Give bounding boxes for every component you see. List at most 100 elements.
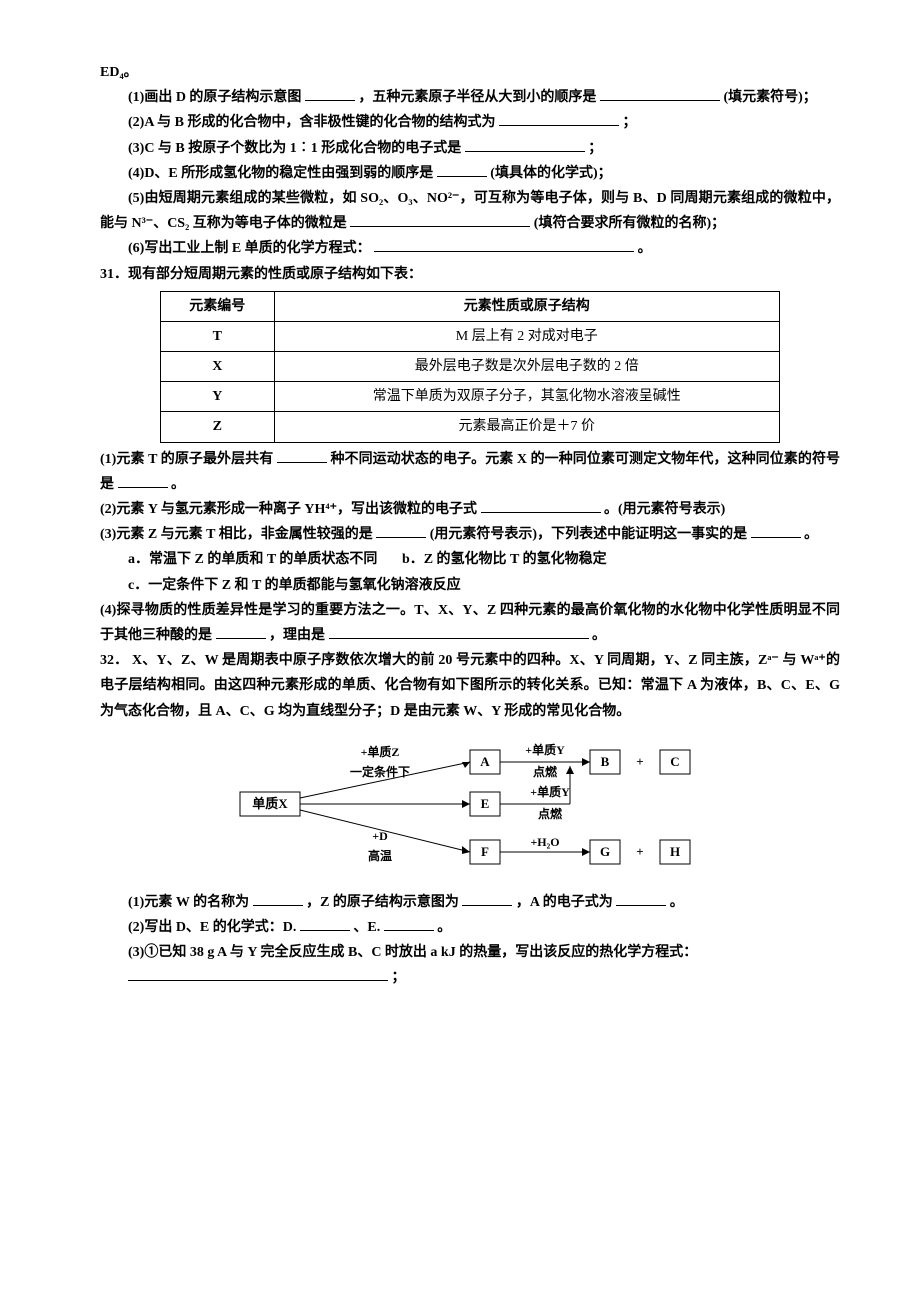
- text: 。: [804, 527, 818, 542]
- td: 元素最高正价是＋7 价: [274, 412, 779, 442]
- blank: [277, 448, 327, 463]
- q31-sub4: (4)探寻物质的性质差异性是学习的重要方法之一。T、X、Y、Z 四种元素的最高价…: [100, 598, 840, 648]
- text: (1)画出 D 的原子结构示意图: [128, 90, 301, 105]
- text: (填具体的化学式)；: [490, 166, 611, 181]
- blank: [462, 891, 512, 906]
- blank: [305, 86, 355, 101]
- edge-label: 一定条件下: [350, 764, 410, 779]
- table-row: 元素编号 元素性质或原子结构: [161, 291, 780, 321]
- blank: [481, 498, 601, 513]
- text: (4)D、E 所形成氢化物的稳定性由强到弱的顺序是: [128, 166, 433, 181]
- blank: [600, 86, 720, 101]
- td: M 层上有 2 对成对电子: [274, 321, 779, 351]
- q30-sub5: (5)由短周期元素组成的某些微粒，如 SO₂、O₃、NO²⁻，可互称为等电子体，…: [100, 186, 840, 236]
- table-row: Y 常温下单质为双原子分子，其氢化物水溶液呈碱性: [161, 382, 780, 412]
- edge-label: 高温: [368, 848, 392, 863]
- q31-sub2: (2)元素 Y 与氢元素形成一种离子 YH⁴⁺，写出该微粒的电子式 。(用元素符…: [100, 497, 840, 522]
- td: Y: [161, 382, 275, 412]
- text: 。: [638, 241, 652, 256]
- blank: [350, 212, 530, 227]
- text: ；: [392, 970, 406, 985]
- q32-sub2: (2)写出 D、E 的化学式：D. 、E. 。: [100, 915, 840, 940]
- edge-label: +H₂O: [530, 835, 559, 849]
- text: (1)元素 T 的原子最外层共有: [100, 452, 273, 467]
- text: 、E.: [353, 920, 380, 935]
- text: (1)元素 W 的名称为: [128, 895, 249, 910]
- edge-label: +D: [372, 829, 388, 843]
- text: (填符合要求所有微粒的名称)；: [534, 216, 725, 231]
- opt-b: b．Z 的氢化物比 T 的氢化物稳定: [402, 552, 607, 567]
- text: 。: [171, 477, 185, 492]
- edge-label: 点燃: [538, 806, 563, 821]
- edge-label: +单质Y: [525, 742, 565, 757]
- q30-sub4: (4)D、E 所形成氢化物的稳定性由强到弱的顺序是 (填具体的化学式)；: [100, 161, 840, 186]
- blank: [128, 966, 388, 981]
- blank: [384, 916, 434, 931]
- td: T: [161, 321, 275, 351]
- element-table: 元素编号 元素性质或原子结构 T M 层上有 2 对成对电子 X 最外层电子数是…: [160, 291, 780, 443]
- q31-opts-ab: a．常温下 Z 的单质和 T 的单质状态不同 b．Z 的氢化物比 T 的氢化物稳…: [100, 547, 840, 572]
- q30-sub2: (2)A 与 B 形成的化合物中，含非极性键的化合物的结构式为 ；: [100, 110, 840, 135]
- text: ，A 的电子式为: [516, 895, 613, 910]
- q32-lead: 32． X、Y、Z、W 是周期表中原子序数依次增大的前 20 号元素中的四种。X…: [100, 648, 840, 724]
- blank: [118, 473, 168, 488]
- node-F: F: [481, 844, 489, 859]
- td: Z: [161, 412, 275, 442]
- table-row: Z 元素最高正价是＋7 价: [161, 412, 780, 442]
- text: (2)元素 Y 与氢元素形成一种离子 YH⁴⁺，写出该微粒的电子式: [100, 502, 477, 517]
- text: ，理由是: [269, 628, 325, 643]
- reaction-diagram: .box { fill:#fff; stroke:#000; stroke-wi…: [210, 732, 730, 882]
- q30-sub1: (1)画出 D 的原子结构示意图 ，五种元素原子半径从大到小的顺序是 (填元素符…: [100, 85, 840, 110]
- edge-label: +单质Y: [530, 784, 570, 799]
- plus: +: [636, 754, 643, 769]
- td: X: [161, 352, 275, 382]
- blank: [751, 523, 801, 538]
- node-A: A: [480, 754, 490, 769]
- header-fragment: ED₄。: [100, 60, 840, 85]
- th: 元素性质或原子结构: [274, 291, 779, 321]
- text: ；: [623, 115, 637, 130]
- blank: [329, 624, 589, 639]
- q32-sub3-blank: ；: [100, 965, 840, 990]
- q31-opt-c: c．一定条件下 Z 和 T 的单质都能与氢氧化钠溶液反应: [100, 573, 840, 598]
- text: 。(用元素符号表示): [604, 502, 725, 517]
- node-B: B: [601, 754, 610, 769]
- blank: [499, 111, 619, 126]
- td: 最外层电子数是次外层电子数的 2 倍: [274, 352, 779, 382]
- q31-sub1: (1)元素 T 的原子最外层共有 种不同运动状态的电子。元素 X 的一种同位素可…: [100, 447, 840, 497]
- node-C: C: [670, 754, 679, 769]
- table-row: X 最外层电子数是次外层电子数的 2 倍: [161, 352, 780, 382]
- text: (用元素符号表示)，下列表述中能证明这一事实的是: [430, 527, 747, 542]
- blank: [374, 237, 634, 252]
- text: 。: [592, 628, 606, 643]
- q30-sub6: (6)写出工业上制 E 单质的化学方程式： 。: [100, 236, 840, 261]
- blank: [437, 162, 487, 177]
- text: (3)C 与 B 按原子个数比为 1︰1 形成化合物的电子式是: [128, 141, 461, 156]
- blank: [465, 137, 585, 152]
- q31-lead: 31．现有部分短周期元素的性质或原子结构如下表：: [100, 262, 840, 287]
- node-G: G: [600, 844, 610, 859]
- text: ；: [588, 141, 602, 156]
- q30-sub3: (3)C 与 B 按原子个数比为 1︰1 形成化合物的电子式是 ；: [100, 136, 840, 161]
- blank: [376, 523, 426, 538]
- node-E: E: [481, 796, 490, 811]
- blank: [253, 891, 303, 906]
- node-danzhiX: 单质X: [252, 796, 288, 811]
- text: 。: [437, 920, 451, 935]
- edge-label: 点燃: [533, 764, 558, 779]
- blank: [300, 916, 350, 931]
- q31-sub3: (3)元素 Z 与元素 T 相比，非金属性较强的是 (用元素符号表示)，下列表述…: [100, 522, 840, 547]
- text: 。: [670, 895, 684, 910]
- text: ，五种元素原子半径从大到小的顺序是: [358, 90, 596, 105]
- text: (3)①已知 38 g A 与 Y 完全反应生成 B、C 时放出 a kJ 的热…: [128, 945, 697, 960]
- text: (3)元素 Z 与元素 T 相比，非金属性较强的是: [100, 527, 373, 542]
- text: (6)写出工业上制 E 单质的化学方程式：: [128, 241, 371, 256]
- text: ，Z 的原子结构示意图为: [306, 895, 459, 910]
- blank: [216, 624, 266, 639]
- opt-a: a．常温下 Z 的单质和 T 的单质状态不同: [128, 552, 377, 567]
- edge-label: +单质Z: [361, 744, 400, 759]
- th: 元素编号: [161, 291, 275, 321]
- plus: +: [636, 844, 643, 859]
- text: (填元素符号)；: [723, 90, 816, 105]
- text: (2)写出 D、E 的化学式：D.: [128, 920, 296, 935]
